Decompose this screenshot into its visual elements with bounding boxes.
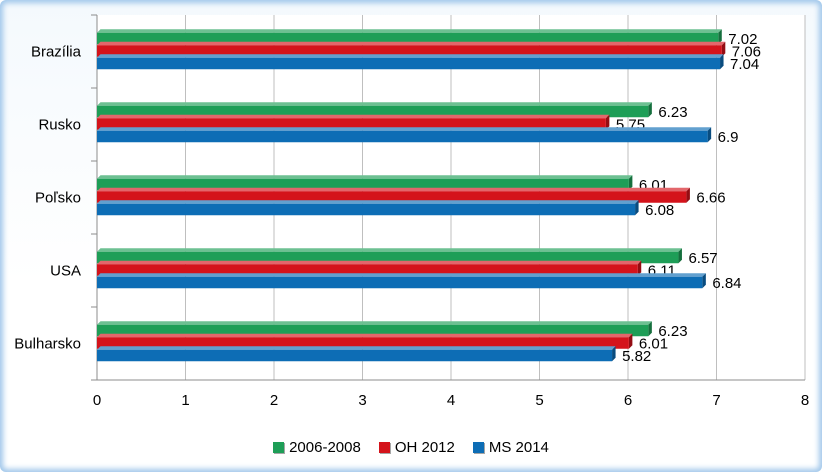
x-tick-label: 2	[270, 392, 278, 409]
data-label: 6.01	[639, 335, 668, 352]
bar	[97, 191, 687, 203]
bar-top-face	[97, 187, 690, 192]
bar-end-face	[707, 127, 712, 143]
bar-end-face	[678, 248, 682, 264]
data-label: 7.04	[730, 56, 759, 73]
bar	[97, 276, 703, 289]
y-tick-label: Rusko	[38, 117, 81, 134]
x-tick-label: 5	[535, 392, 543, 409]
x-tick-label: 0	[93, 392, 101, 409]
bar-end-face	[720, 54, 724, 70]
legend-swatch	[472, 442, 484, 453]
legend-swatch	[378, 442, 390, 453]
data-label: 6.66	[696, 189, 725, 206]
bar-top-face	[97, 114, 610, 119]
bar-end-face	[718, 29, 722, 45]
x-tick-label: 3	[358, 392, 366, 409]
bar-end-face	[612, 346, 616, 362]
bar-end-face	[648, 321, 652, 337]
bar	[97, 105, 649, 118]
x-tick-label: 6	[624, 392, 632, 409]
x-tick-label: 4	[447, 392, 455, 409]
bar-top-face	[97, 102, 652, 106]
bar-end-face	[648, 102, 652, 118]
bar-top-face	[97, 333, 633, 338]
bar-top-face	[97, 260, 642, 265]
y-tick-label: Poľsko	[35, 190, 81, 207]
bar	[97, 251, 679, 264]
bar-end-face	[605, 114, 610, 130]
legend-item: MS 2014	[472, 439, 549, 456]
bar	[97, 57, 721, 70]
legend-item: OH 2012	[378, 439, 455, 456]
legend-label: OH 2012	[394, 439, 455, 456]
data-label: 6.57	[688, 250, 717, 267]
bar	[97, 337, 629, 349]
bar	[97, 118, 606, 130]
bar-end-face	[702, 273, 706, 289]
bar-top-face	[97, 175, 633, 179]
legend-label: 2006-2008	[289, 439, 361, 456]
data-label: 7.02	[728, 31, 757, 48]
data-label: 6.23	[658, 104, 687, 121]
data-label: 6.84	[712, 275, 741, 292]
data-label: 7.06	[732, 43, 761, 60]
x-tick-label: 1	[181, 392, 189, 409]
y-tick-label: Brazília	[31, 44, 82, 61]
bar-end-face	[628, 175, 633, 191]
bar-end-face	[637, 260, 642, 276]
bar	[97, 349, 613, 362]
bar	[97, 264, 638, 276]
bar-top-face	[97, 127, 712, 131]
legend-swatch	[273, 442, 285, 453]
bar-top-face	[97, 29, 722, 33]
data-label: 6.08	[645, 202, 674, 219]
y-tick-label: USA	[50, 263, 81, 280]
bar	[97, 178, 629, 191]
bar	[97, 324, 649, 337]
bar-end-face	[635, 200, 639, 216]
bar	[97, 203, 636, 216]
data-label: 6.9	[718, 129, 739, 146]
bar-end-face	[686, 187, 690, 203]
legend: 2006-2008 OH 2012 MS 2014	[0, 439, 822, 456]
y-tick-label: Bulharsko	[14, 336, 81, 353]
x-tick-label: 8	[801, 392, 809, 409]
bar-top-face	[97, 346, 616, 350]
bar	[97, 45, 722, 57]
data-label: 6.23	[658, 323, 687, 340]
bar-top-face	[97, 54, 724, 58]
bar-top-face	[97, 41, 726, 46]
bar-top-face	[97, 200, 639, 204]
bar-end-face	[721, 41, 726, 57]
x-tick-label: 7	[712, 392, 720, 409]
legend-item: 2006-2008	[273, 439, 361, 456]
data-label: 5.82	[622, 348, 651, 365]
bar-top-face	[97, 248, 682, 252]
legend-label: MS 2014	[488, 439, 549, 456]
bar-top-face	[97, 321, 652, 325]
bar	[97, 32, 719, 45]
bar-top-face	[97, 273, 706, 277]
bar-end-face	[628, 333, 633, 349]
bar	[97, 130, 708, 143]
